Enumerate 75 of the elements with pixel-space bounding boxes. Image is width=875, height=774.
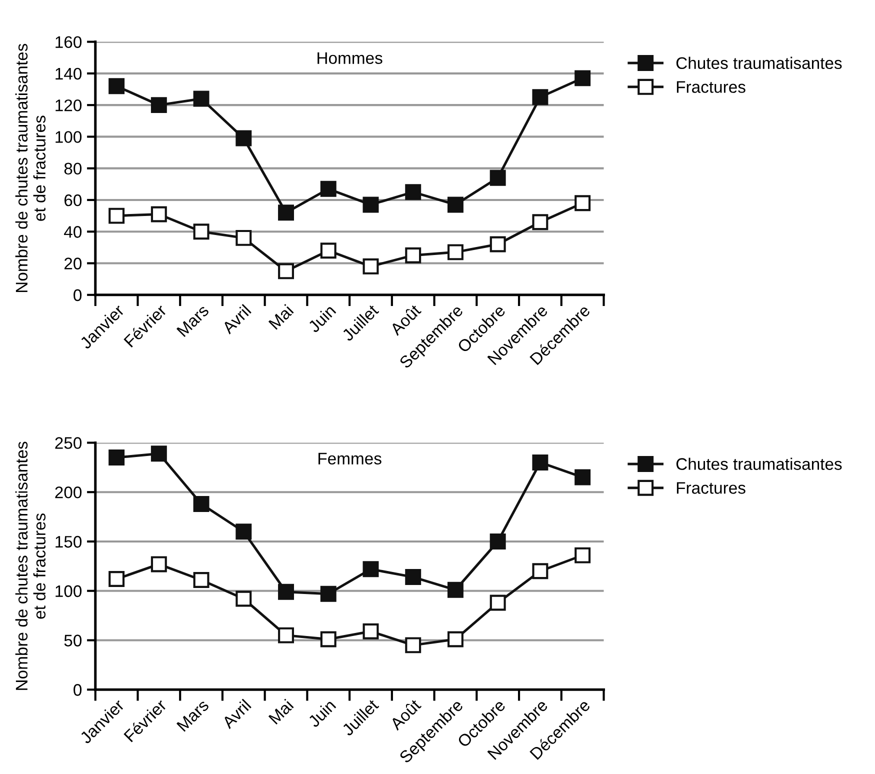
y-tick-label: 200 <box>55 486 82 498</box>
point <box>320 586 336 602</box>
point <box>490 236 506 252</box>
point <box>150 206 167 222</box>
point <box>236 524 252 540</box>
point <box>108 208 125 224</box>
point <box>574 195 591 212</box>
chart-title: Femmes <box>318 452 382 464</box>
point <box>236 230 252 246</box>
x-tick-label: Juin <box>306 304 336 334</box>
point <box>320 180 336 197</box>
y-tick-label: 50 <box>64 634 82 646</box>
point <box>108 450 125 466</box>
y-tick-label: 100 <box>56 131 82 143</box>
x-tick-label: Juin <box>306 698 336 728</box>
y-tick-label: 140 <box>56 68 82 80</box>
point <box>278 627 294 644</box>
point <box>447 582 464 598</box>
legend-label: Chutes traumatisantes <box>676 458 842 470</box>
y-axis-title: Nombre de chutes traumatisantes et de fractures <box>15 44 46 292</box>
point <box>236 590 252 607</box>
point <box>447 196 464 213</box>
y-tick-label: 80 <box>64 162 82 175</box>
y-tick-label: 20 <box>64 258 82 270</box>
point <box>490 170 506 186</box>
point <box>362 561 379 578</box>
x-tick-label: Mai <box>268 304 294 330</box>
legend-label: Fractures <box>676 482 746 494</box>
y-tick-label: 40 <box>64 226 82 238</box>
point <box>447 631 464 648</box>
point <box>362 623 379 640</box>
y-tick-label: 250 <box>55 437 82 449</box>
y-tick-label: 0 <box>74 289 82 302</box>
point <box>447 244 464 260</box>
point <box>574 70 591 86</box>
point <box>193 496 210 512</box>
point <box>150 446 167 462</box>
legend-label: Chutes traumatisantes <box>676 56 842 70</box>
point <box>405 569 422 586</box>
point <box>150 97 167 114</box>
chart-title: Hommes <box>318 52 382 64</box>
point <box>532 89 548 106</box>
point <box>193 224 210 240</box>
point <box>278 204 294 221</box>
y-tick-label: 0 <box>74 684 82 696</box>
point <box>532 563 548 580</box>
point <box>405 637 422 654</box>
point <box>193 572 210 588</box>
y-tick-label: 150 <box>56 536 82 548</box>
y-tick-label: 160 <box>56 36 82 48</box>
point <box>150 556 167 572</box>
point <box>278 584 294 600</box>
y-tick-label: 60 <box>64 194 82 206</box>
point <box>574 469 591 486</box>
point <box>532 454 548 470</box>
point <box>320 242 336 259</box>
point <box>490 534 506 550</box>
point <box>193 90 210 107</box>
x-tick-label: Mai <box>268 698 294 725</box>
point <box>574 547 591 564</box>
legend-label: Fractures <box>676 81 746 93</box>
point <box>362 196 379 213</box>
point <box>405 247 422 264</box>
point <box>108 78 125 94</box>
y-tick-label: 120 <box>56 99 82 112</box>
point <box>320 631 336 648</box>
point <box>362 258 379 274</box>
y-tick-label: 100 <box>56 585 82 598</box>
point <box>108 571 125 588</box>
point <box>490 594 506 611</box>
point <box>405 184 422 200</box>
point <box>532 214 548 230</box>
y-axis-title: Nombre de chutes traumatisantes et de fractures <box>15 442 46 690</box>
point <box>278 263 294 280</box>
point <box>236 130 252 146</box>
